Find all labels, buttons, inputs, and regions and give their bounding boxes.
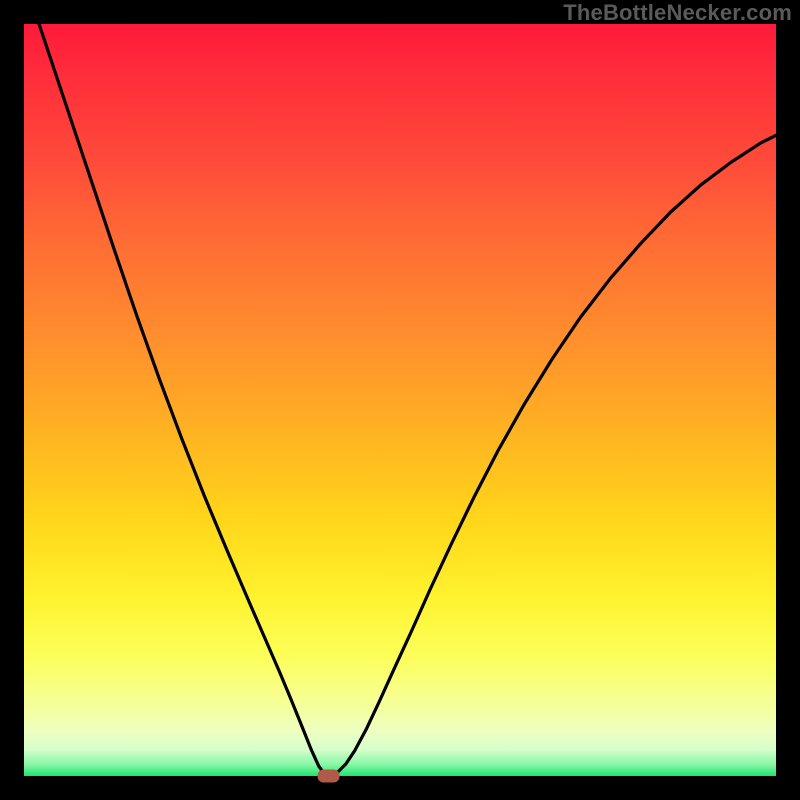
chart-svg — [0, 0, 800, 800]
bottleneck-chart: TheBottleNecker.com — [0, 0, 800, 800]
watermark-text: TheBottleNecker.com — [563, 0, 792, 26]
plot-background — [24, 24, 776, 776]
optimum-marker — [318, 770, 340, 783]
